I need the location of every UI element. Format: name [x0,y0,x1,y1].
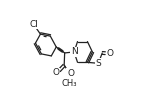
Text: S: S [95,59,101,68]
Text: O: O [52,68,59,77]
Text: Cl: Cl [29,20,38,29]
Text: O: O [67,69,74,78]
Text: O: O [107,49,114,58]
Text: N: N [71,47,77,56]
Text: CH₃: CH₃ [62,79,77,88]
